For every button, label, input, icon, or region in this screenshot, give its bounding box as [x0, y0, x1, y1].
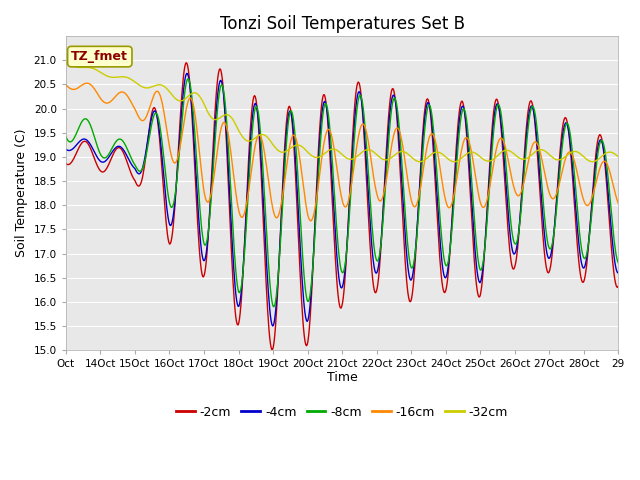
- -4cm: [614, 270, 622, 276]
- -32cm: [276, 149, 284, 155]
- -2cm: [278, 197, 286, 203]
- -2cm: [614, 283, 622, 289]
- -32cm: [228, 116, 236, 121]
- -8cm: [229, 227, 237, 233]
- Y-axis label: Soil Temperature (C): Soil Temperature (C): [15, 129, 28, 257]
- -2cm: [229, 278, 237, 284]
- -32cm: [256, 132, 264, 138]
- -8cm: [614, 260, 622, 266]
- -4cm: [269, 323, 276, 329]
- -8cm: [278, 213, 286, 219]
- -16cm: [401, 154, 408, 160]
- -2cm: [401, 247, 408, 252]
- Line: -16cm: -16cm: [66, 83, 618, 221]
- -16cm: [614, 201, 622, 206]
- -8cm: [257, 128, 264, 134]
- -32cm: [399, 149, 407, 155]
- -4cm: [401, 221, 408, 227]
- -16cm: [257, 133, 264, 139]
- -8cm: [127, 154, 134, 160]
- -32cm: [127, 76, 134, 82]
- -8cm: [270, 304, 278, 310]
- Legend: -2cm, -4cm, -8cm, -16cm, -32cm: -2cm, -4cm, -8cm, -16cm, -32cm: [171, 401, 513, 424]
- -16cm: [62, 82, 70, 88]
- -16cm: [307, 218, 315, 224]
- -8cm: [431, 149, 439, 155]
- -32cm: [62, 60, 70, 65]
- Text: TZ_fmet: TZ_fmet: [71, 50, 128, 63]
- -32cm: [614, 154, 622, 160]
- -4cm: [278, 204, 286, 209]
- -32cm: [589, 159, 596, 165]
- -4cm: [229, 253, 237, 259]
- -2cm: [257, 155, 264, 160]
- -2cm: [431, 183, 439, 189]
- -16cm: [229, 167, 237, 172]
- -4cm: [431, 167, 439, 173]
- Title: Tonzi Soil Temperatures Set B: Tonzi Soil Temperatures Set B: [220, 15, 465, 33]
- -2cm: [182, 60, 190, 66]
- -2cm: [268, 347, 276, 352]
- Line: -2cm: -2cm: [66, 63, 618, 349]
- -4cm: [183, 71, 191, 76]
- -16cm: [277, 201, 285, 207]
- -4cm: [257, 143, 264, 149]
- -2cm: [127, 169, 134, 175]
- -4cm: [62, 146, 70, 152]
- -8cm: [184, 76, 192, 82]
- -16cm: [431, 138, 439, 144]
- -4cm: [127, 160, 134, 166]
- Line: -8cm: -8cm: [66, 79, 618, 307]
- -32cm: [430, 150, 438, 156]
- -16cm: [83, 80, 91, 86]
- -8cm: [401, 199, 408, 204]
- -16cm: [127, 100, 135, 106]
- Line: -4cm: -4cm: [66, 73, 618, 326]
- Line: -32cm: -32cm: [66, 62, 618, 162]
- -2cm: [62, 161, 70, 167]
- X-axis label: Time: Time: [327, 371, 358, 384]
- -8cm: [62, 134, 70, 140]
